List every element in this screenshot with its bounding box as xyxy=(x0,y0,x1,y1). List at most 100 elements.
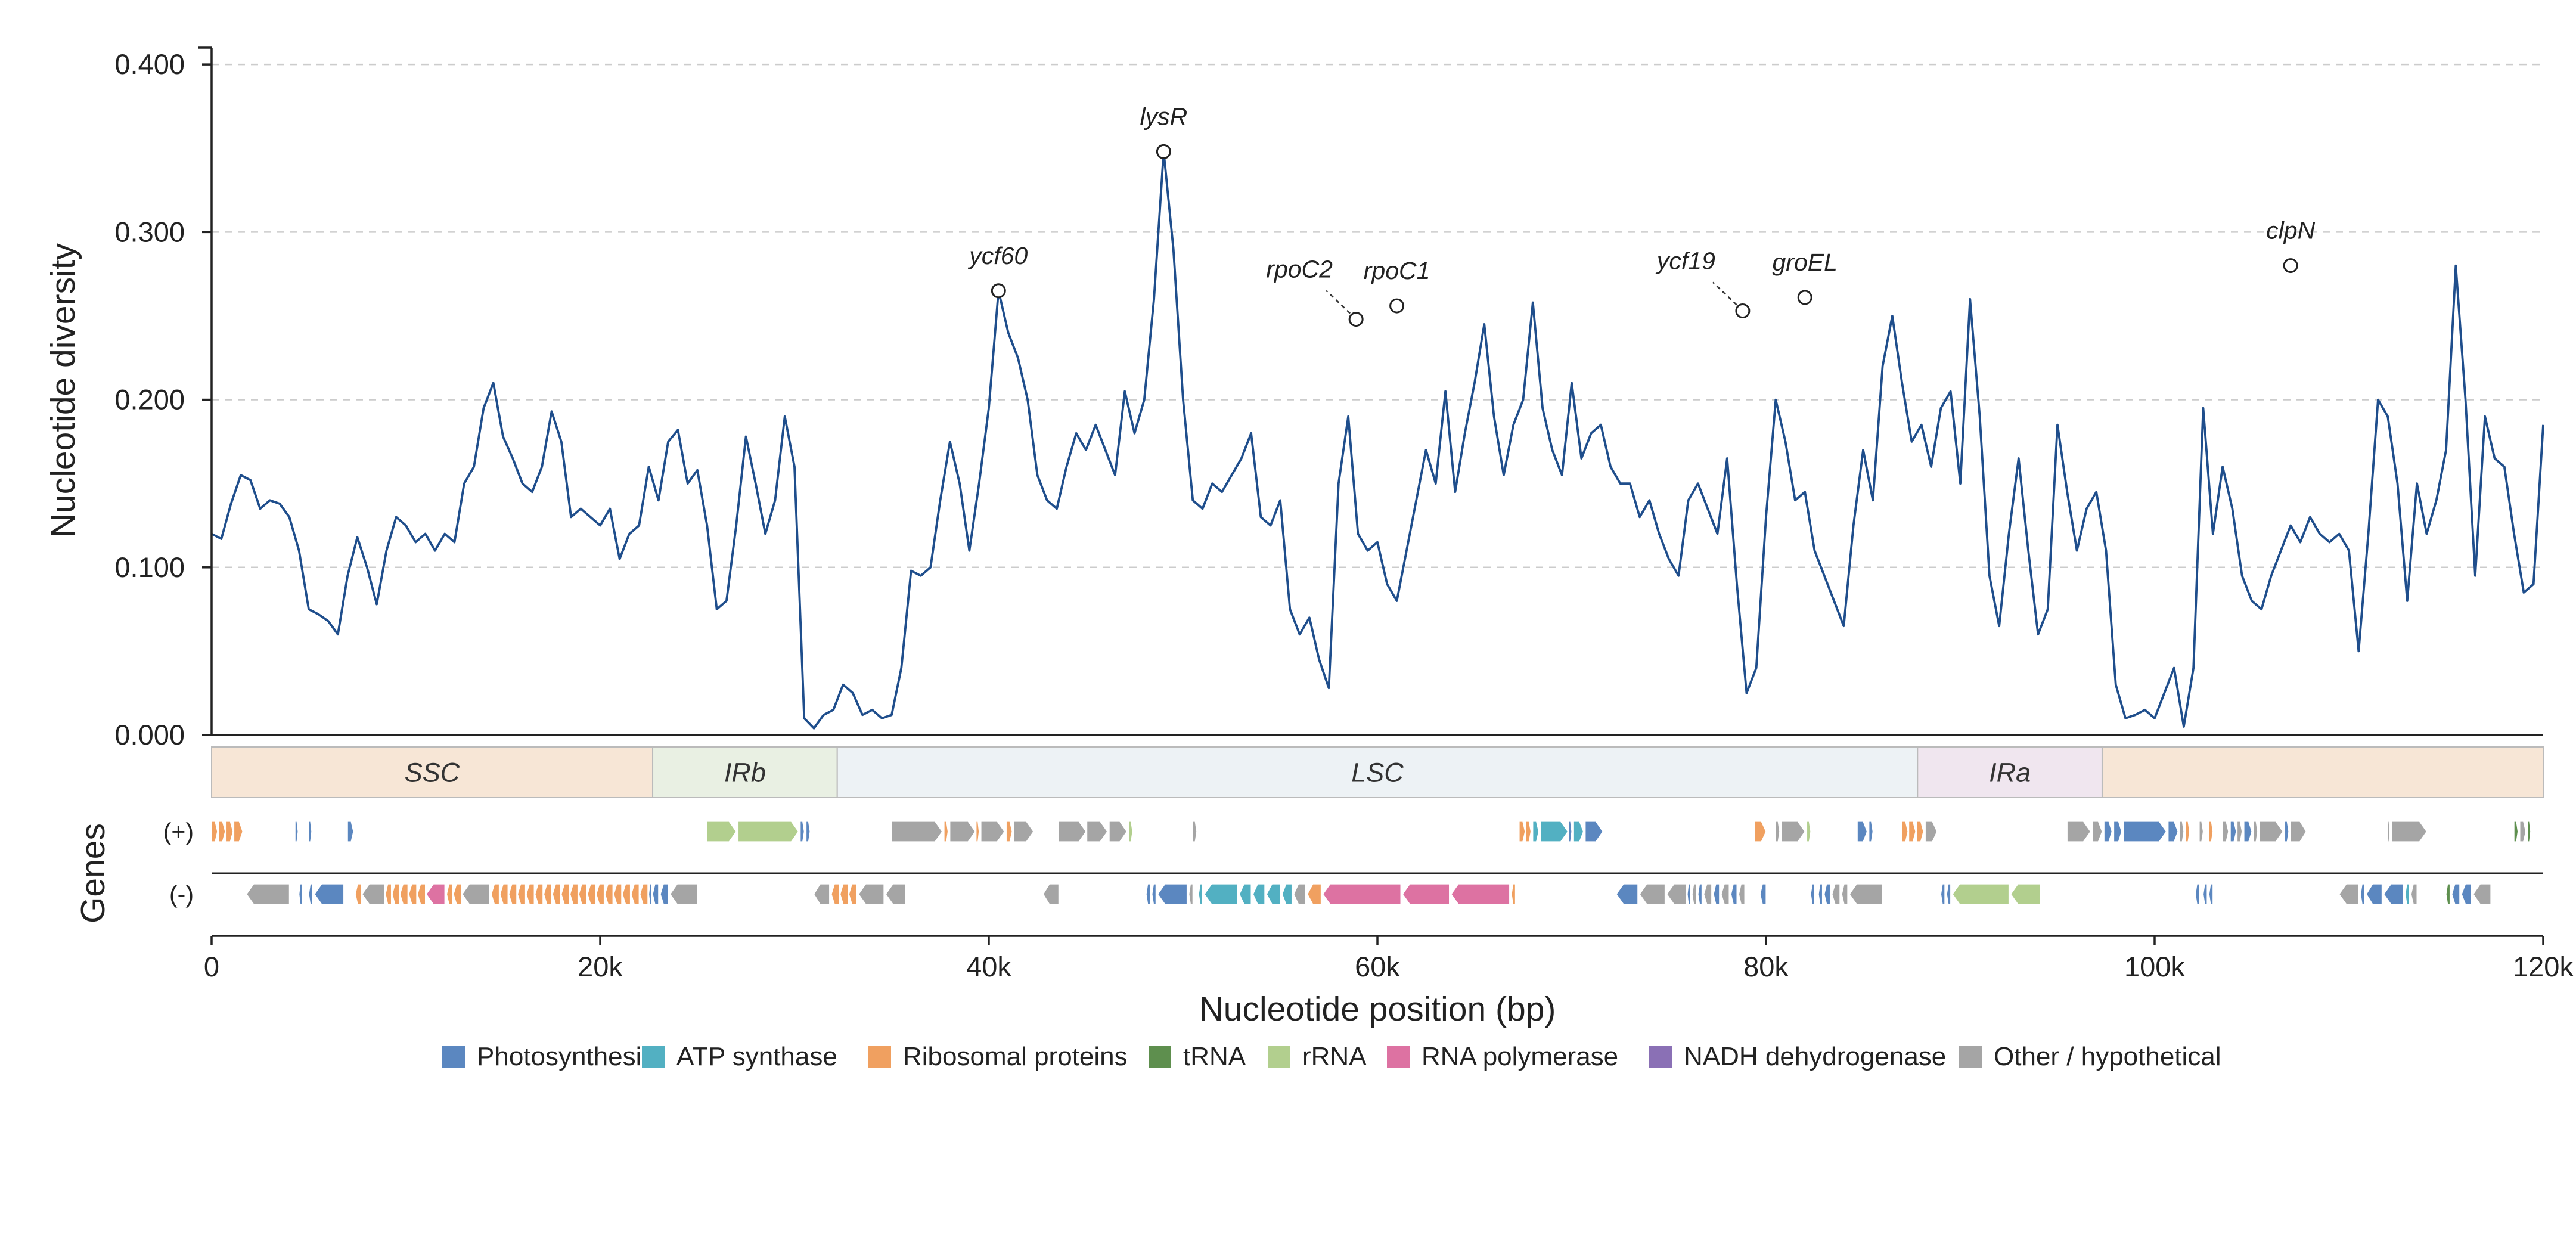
region-block xyxy=(836,746,1919,798)
gene-minus xyxy=(1721,883,1730,905)
gene-plus xyxy=(2387,821,2391,842)
gene-plus xyxy=(1573,821,1584,842)
gene-minus xyxy=(1832,883,1841,905)
gene-plus xyxy=(2103,821,2112,842)
gene-plus xyxy=(1109,821,1128,842)
gene-minus xyxy=(669,883,698,905)
gene-plus xyxy=(2527,821,2531,842)
legend-swatch xyxy=(442,1046,465,1068)
x-tick-label: 40k xyxy=(966,951,1011,982)
gene-minus xyxy=(660,883,669,905)
gene-minus xyxy=(543,883,553,905)
gene-minus xyxy=(526,883,535,905)
gene-minus xyxy=(408,883,417,905)
gene-plus xyxy=(1916,821,1924,842)
gene-minus xyxy=(499,883,508,905)
gene-plus xyxy=(2284,821,2289,842)
gene-plus xyxy=(1908,821,1916,842)
legend-label: NADH dehydrogenase xyxy=(1684,1042,1946,1071)
gene-minus xyxy=(1639,883,1666,905)
legend-label: ATP synthase xyxy=(676,1042,837,1071)
gene-minus xyxy=(631,883,640,905)
gene-minus xyxy=(1204,883,1238,905)
gene-minus xyxy=(613,883,622,905)
gene-plus xyxy=(225,821,234,842)
peak-marker xyxy=(1389,298,1405,314)
gene-plus xyxy=(1781,821,1805,842)
gene-plus xyxy=(2391,821,2428,842)
legend-label: RNA polymerase xyxy=(1422,1042,1618,1071)
gene-plus xyxy=(1192,821,1197,842)
gene-minus xyxy=(1188,883,1193,905)
gene-minus xyxy=(1692,883,1697,905)
y-tick-label: 0.300 xyxy=(114,216,185,247)
gene-minus xyxy=(1042,883,1059,905)
gene-minus xyxy=(569,883,579,905)
legend-label: Other / hypothetical xyxy=(1994,1042,2221,1071)
gene-plus xyxy=(1568,821,1572,842)
gene-plus xyxy=(976,821,980,842)
gene-plus xyxy=(944,821,949,842)
y-tick-label: 0.400 xyxy=(114,48,185,80)
gene-minus xyxy=(848,883,857,905)
peak-label: groEL xyxy=(1772,249,1837,276)
gene-minus xyxy=(1687,883,1691,905)
gene-minus xyxy=(417,883,426,905)
peak-marker xyxy=(1156,144,1171,159)
gene-minus xyxy=(355,883,362,905)
gene-plus xyxy=(2243,821,2252,842)
peak-label: rpoC1 xyxy=(1364,257,1430,284)
gene-minus xyxy=(1940,883,1945,905)
gene-plus xyxy=(1525,821,1532,842)
gene-plus xyxy=(1869,821,1873,842)
gene-minus xyxy=(2472,883,2491,905)
gene-plus xyxy=(2113,821,2122,842)
legend-swatch xyxy=(1268,1046,1290,1068)
legend-swatch xyxy=(868,1046,891,1068)
gene-minus xyxy=(561,883,570,905)
diversity-line xyxy=(211,150,2544,730)
gene-plus xyxy=(2092,821,2103,842)
gene-minus xyxy=(1738,883,1745,905)
axes: 0.000 0.100 0.200 0.300 0.400 xyxy=(114,46,2543,750)
peak-label: clpN xyxy=(2266,217,2315,244)
peak-marker xyxy=(1735,303,1751,319)
gene-minus xyxy=(1511,883,1516,905)
gene-minus xyxy=(1849,883,1883,905)
y-axis-title: Nucleotide diversity xyxy=(44,243,82,538)
gene-minus xyxy=(2404,883,2410,905)
gene-minus xyxy=(361,883,385,905)
gene-minus xyxy=(392,883,400,905)
gene-plus xyxy=(1925,821,1938,842)
gene-minus xyxy=(2202,883,2208,905)
legend: Photosynthesis ATP synthase Ribosomal prot… xyxy=(442,1042,2221,1071)
gene-plus xyxy=(2519,821,2527,842)
gene-minus xyxy=(1402,883,1450,905)
gene-plus xyxy=(1775,821,1780,842)
gene-minus xyxy=(552,883,561,905)
gene-minus xyxy=(308,883,314,905)
legend-label: rRNA xyxy=(1302,1042,1367,1071)
x-tick-label: 100k xyxy=(2124,951,2185,982)
gene-minus xyxy=(1252,883,1265,905)
peak-leader-line xyxy=(1712,281,1737,306)
gene-minus xyxy=(640,883,648,905)
gene-minus xyxy=(508,883,517,905)
gene-minus xyxy=(2451,883,2460,905)
gene-minus xyxy=(2366,883,2383,905)
gene-minus xyxy=(839,883,849,905)
x-tick-label: 120k xyxy=(2513,951,2574,982)
gene-plus xyxy=(2236,821,2243,842)
gene-minus xyxy=(1824,883,1831,905)
region-block xyxy=(652,746,838,798)
gene-minus xyxy=(1198,883,1203,905)
gene-plus xyxy=(1901,821,1908,842)
gene-minus xyxy=(1293,883,1306,905)
x-tick-label: 20k xyxy=(578,951,623,982)
gene-minus xyxy=(2410,883,2417,905)
gene-plus xyxy=(1585,821,1603,842)
legend-swatch xyxy=(642,1046,665,1068)
region-label: IRa xyxy=(1989,758,2031,788)
gene-plus xyxy=(2513,821,2519,842)
